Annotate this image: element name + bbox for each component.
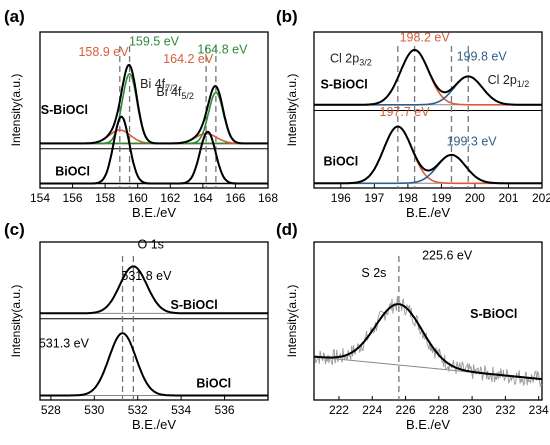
peak-annotation: 164.8 eV: [197, 42, 248, 56]
x-tick-label: 532: [128, 403, 148, 417]
peak-annotation: 159.5 eV: [129, 34, 180, 48]
x-tick-label: 224: [362, 403, 382, 417]
sample-label: S-BiOCl: [41, 103, 88, 117]
envelope-curve: [40, 332, 268, 397]
peak-annotation: 225.6 eV: [422, 249, 473, 263]
x-tick-label: 200: [465, 191, 485, 205]
fit-component-curve: [40, 132, 268, 145]
x-tick-label: 228: [429, 403, 449, 417]
x-axis-label: B.E./eV: [406, 205, 450, 220]
fit-component-curve: [40, 91, 268, 145]
peak-annotation: Cl 2p3/2: [330, 51, 372, 67]
peak-annotation: 199.3 eV: [447, 134, 498, 148]
annotation-subscript: 3/2: [359, 57, 372, 67]
x-tick-label: 530: [84, 403, 104, 417]
plot-frame: [313, 241, 543, 401]
peak-annotation: 164.2 eV: [163, 52, 214, 66]
x-tick-label: 160: [128, 191, 148, 205]
panel-a: (a) 154 156 158 160 162 164 166 168 B.E./eV Intens…: [4, 7, 278, 220]
x-tick-label: 201: [498, 191, 518, 205]
sample-label: BiOCl: [196, 376, 231, 390]
peak-annotation: 531.3 eV: [39, 337, 90, 351]
raw-data-curve: [313, 296, 543, 388]
x-tick-label: 162: [160, 191, 180, 205]
y-axis-label: Intensity(a.u.): [285, 285, 299, 358]
plot-frame: [39, 241, 269, 401]
x-tick-label: 202: [532, 191, 550, 205]
panel-d: (d) 222 224 226 228 230 232 234 B.E./eV Intensity…: [276, 220, 549, 432]
sample-label: BiOCl: [323, 154, 358, 168]
annotation-subscript: 5/2: [181, 91, 194, 101]
panel-b: (b) 196 197 198 199 200 201 202 B.E./eV Intensity…: [276, 7, 550, 220]
x-tick-label: 222: [329, 403, 349, 417]
x-tick-label: 199: [431, 191, 451, 205]
envelope-curve: [314, 48, 542, 106]
sample-label: S-BiOCl: [171, 298, 218, 312]
peak-annotation: Cl 2p1/2: [488, 73, 530, 89]
panel-label: (a): [4, 7, 25, 26]
x-tick-label: 232: [495, 403, 515, 417]
peak-annotation: O 1s: [138, 237, 164, 251]
x-tick-label: 234: [529, 403, 549, 417]
annotation-subscript: 7/2: [165, 83, 178, 93]
panel-label: (c): [4, 220, 25, 239]
x-tick-label: 196: [331, 191, 351, 205]
envelope-curve: [313, 303, 542, 381]
x-tick-label: 536: [215, 403, 235, 417]
envelope-curve: [40, 63, 268, 145]
peak-annotation: 531.8 eV: [121, 269, 172, 283]
y-axis-label: Intensity(a.u.): [285, 74, 299, 147]
peak-annotation: Bi 4f5/2: [156, 85, 194, 101]
envelope-curve: [314, 125, 542, 185]
peak-annotation: 199.8 eV: [457, 49, 508, 63]
y-axis-label: Intensity(a.u.): [9, 74, 23, 147]
envelope-curve: [40, 265, 268, 315]
x-tick-label: 166: [225, 191, 245, 205]
peak-annotation: 197.7 eV: [380, 105, 431, 119]
x-tick-label: 230: [462, 403, 482, 417]
sample-label: S-BiOCl: [321, 78, 368, 92]
x-tick-label: 198: [398, 191, 418, 205]
peak-annotation: S 2s: [361, 266, 386, 280]
x-axis-label: B.E./eV: [406, 417, 450, 432]
plot-frame: [39, 31, 269, 189]
sample-label: S-BiOCl: [470, 307, 517, 321]
x-tick-label: 197: [364, 191, 384, 205]
panel-label: (b): [276, 7, 298, 26]
x-tick-label: 164: [193, 191, 213, 205]
x-tick-label: 528: [41, 403, 61, 417]
peak-annotation: 158.9 eV: [78, 45, 129, 59]
peak-annotation: 198.2 eV: [400, 30, 451, 44]
x-tick-label: 534: [171, 403, 191, 417]
x-tick-label: 156: [63, 191, 83, 205]
panel-label: (d): [276, 220, 298, 239]
x-tick-label: 154: [30, 191, 50, 205]
y-axis-label: Intensity(a.u.): [9, 285, 23, 358]
x-tick-label: 226: [396, 403, 416, 417]
envelope-curve: [40, 115, 268, 185]
sample-label: BiOCl: [55, 165, 90, 179]
x-axis-label: B.E./eV: [132, 417, 176, 432]
annotation-subscript: 1/2: [517, 79, 530, 89]
x-tick-label: 158: [95, 191, 115, 205]
panel-c: (c) 528 530 532 534 536 B.E./eV Intensity(a.u.)…: [4, 220, 269, 432]
x-axis-label: B.E./eV: [132, 205, 176, 220]
x-tick-label: 168: [258, 191, 278, 205]
